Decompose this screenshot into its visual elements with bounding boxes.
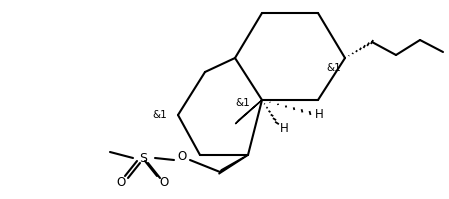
Text: O: O bbox=[177, 150, 187, 164]
Text: H: H bbox=[280, 122, 289, 135]
Polygon shape bbox=[235, 100, 262, 124]
Text: &1: &1 bbox=[152, 110, 167, 120]
Text: H: H bbox=[315, 107, 324, 121]
Text: O: O bbox=[116, 176, 126, 188]
Text: &1: &1 bbox=[326, 63, 341, 73]
Polygon shape bbox=[219, 155, 248, 174]
Text: O: O bbox=[159, 176, 169, 188]
Text: S: S bbox=[139, 151, 147, 165]
Text: &1: &1 bbox=[235, 98, 250, 108]
